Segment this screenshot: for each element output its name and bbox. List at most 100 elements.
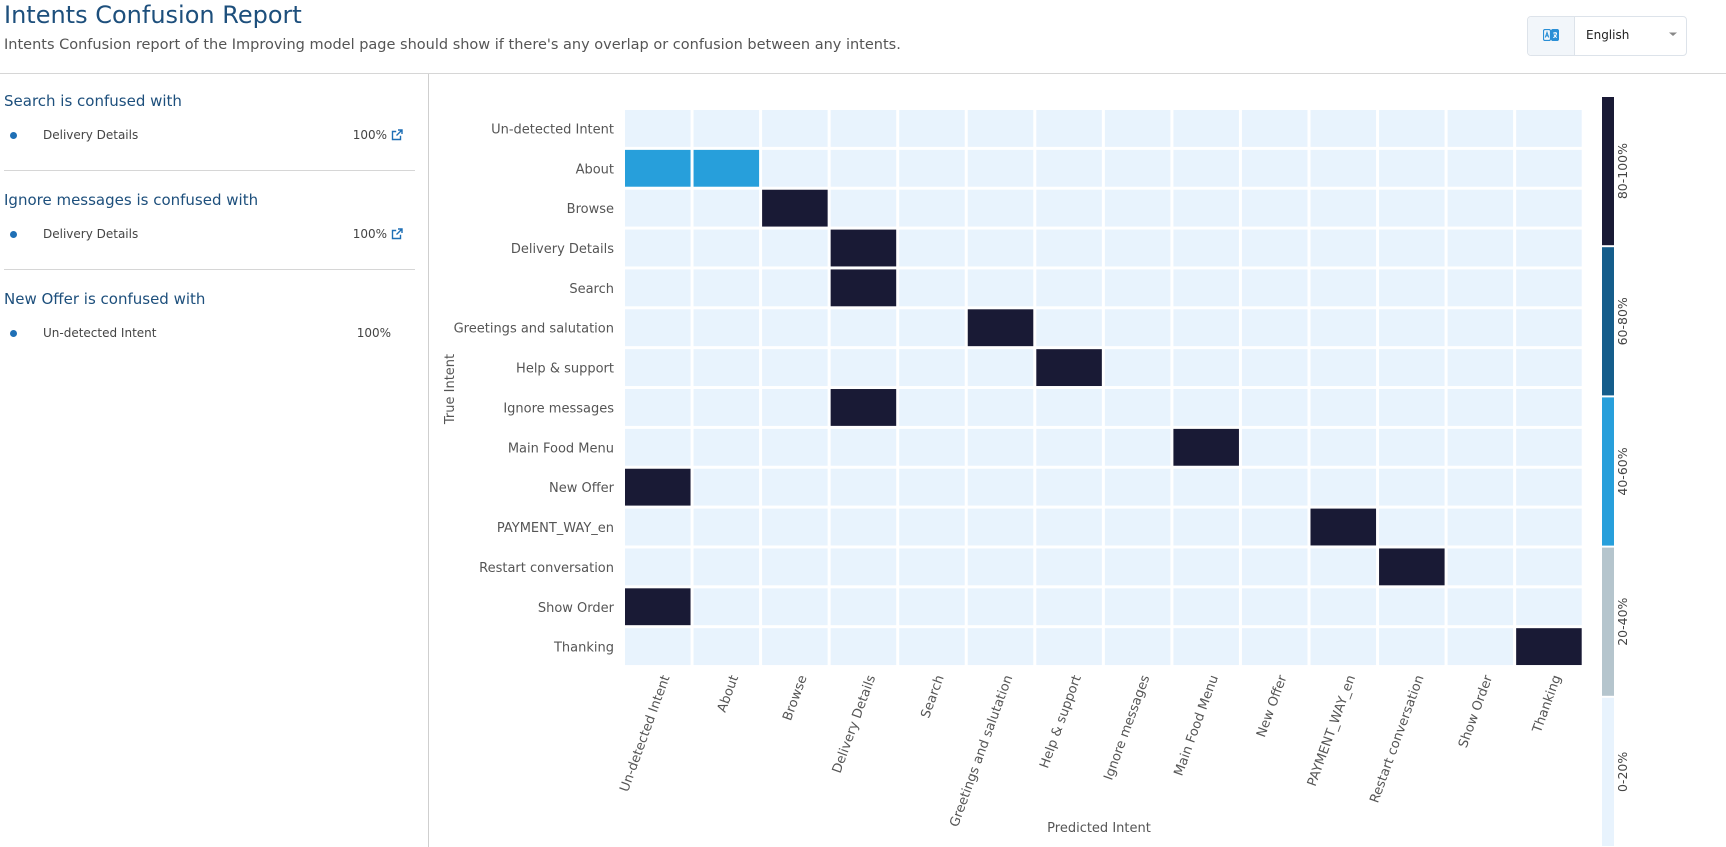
heatmap-cell[interactable] xyxy=(1516,269,1582,307)
heatmap-cell[interactable] xyxy=(1241,110,1308,147)
heatmap-cell[interactable] xyxy=(967,428,1034,466)
heatmap-cell[interactable] xyxy=(693,508,760,546)
heatmap-cell[interactable] xyxy=(1241,428,1308,466)
heatmap-cell[interactable] xyxy=(1036,189,1102,227)
heatmap-cell[interactable] xyxy=(1036,349,1102,387)
heatmap-cell[interactable] xyxy=(1036,548,1102,586)
heatmap-cell[interactable] xyxy=(693,588,760,626)
heatmap-cell[interactable] xyxy=(1173,309,1239,347)
heatmap-cell[interactable] xyxy=(1241,269,1308,307)
heatmap-cell[interactable] xyxy=(693,349,760,387)
heatmap-cell[interactable] xyxy=(1447,269,1514,307)
heatmap-cell[interactable] xyxy=(967,628,1034,666)
heatmap-cell[interactable] xyxy=(625,588,691,626)
heatmap-cell[interactable] xyxy=(1516,149,1582,187)
heatmap-cell[interactable] xyxy=(1173,548,1239,586)
heatmap-cell[interactable] xyxy=(830,189,897,227)
heatmap-cell[interactable] xyxy=(1173,189,1239,227)
heatmap-cell[interactable] xyxy=(1241,149,1308,187)
heatmap-cell[interactable] xyxy=(1036,428,1102,466)
heatmap-cell[interactable] xyxy=(1036,229,1102,267)
heatmap-cell[interactable] xyxy=(1310,389,1377,426)
heatmap-cell[interactable] xyxy=(1310,189,1377,227)
heatmap-cell[interactable] xyxy=(899,389,965,426)
heatmap-cell[interactable] xyxy=(1447,389,1514,426)
heatmap-cell[interactable] xyxy=(1036,389,1102,426)
heatmap-cell[interactable] xyxy=(1036,110,1102,147)
heatmap-cell[interactable] xyxy=(1379,628,1445,666)
heatmap-cell[interactable] xyxy=(899,468,965,506)
heatmap-cell[interactable] xyxy=(1241,349,1308,387)
heatmap-cell[interactable] xyxy=(625,389,691,426)
heatmap-cell[interactable] xyxy=(1036,149,1102,187)
heatmap-cell[interactable] xyxy=(830,149,897,187)
heatmap-cell[interactable] xyxy=(899,428,965,466)
heatmap-cell[interactable] xyxy=(1173,428,1239,466)
heatmap-cell[interactable] xyxy=(1104,548,1171,586)
heatmap-cell[interactable] xyxy=(625,309,691,347)
heatmap-cell[interactable] xyxy=(1241,548,1308,586)
heatmap-cell[interactable] xyxy=(762,110,828,147)
heatmap-cell[interactable] xyxy=(693,189,760,227)
heatmap-cell[interactable] xyxy=(1379,110,1445,147)
heatmap-cell[interactable] xyxy=(1516,309,1582,347)
heatmap-cell[interactable] xyxy=(899,229,965,267)
heatmap-cell[interactable] xyxy=(762,548,828,586)
heatmap-cell[interactable] xyxy=(1241,189,1308,227)
heatmap-cell[interactable] xyxy=(1310,468,1377,506)
heatmap-cell[interactable] xyxy=(762,309,828,347)
heatmap-cell[interactable] xyxy=(1379,309,1445,347)
heatmap-cell[interactable] xyxy=(1173,269,1239,307)
heatmap-cell[interactable] xyxy=(693,389,760,426)
heatmap-cell[interactable] xyxy=(693,309,760,347)
heatmap-cell[interactable] xyxy=(1379,229,1445,267)
heatmap-cell[interactable] xyxy=(1241,309,1308,347)
heatmap-cell[interactable] xyxy=(830,548,897,586)
heatmap-cell[interactable] xyxy=(1447,508,1514,546)
heatmap-cell[interactable] xyxy=(1173,229,1239,267)
heatmap-cell[interactable] xyxy=(1104,309,1171,347)
heatmap-cell[interactable] xyxy=(967,269,1034,307)
heatmap-cell[interactable] xyxy=(1310,110,1377,147)
language-select[interactable]: English xyxy=(1527,16,1687,56)
heatmap-cell[interactable] xyxy=(1173,149,1239,187)
heatmap-cell[interactable] xyxy=(830,269,897,307)
heatmap-cell[interactable] xyxy=(625,349,691,387)
heatmap-cell[interactable] xyxy=(1310,229,1377,267)
heatmap-cell[interactable] xyxy=(1104,110,1171,147)
heatmap-cell[interactable] xyxy=(830,468,897,506)
heatmap-cell[interactable] xyxy=(830,229,897,267)
heatmap-cell[interactable] xyxy=(1173,468,1239,506)
heatmap-cell[interactable] xyxy=(762,428,828,466)
heatmap-cell[interactable] xyxy=(1447,189,1514,227)
heatmap-cell[interactable] xyxy=(830,389,897,426)
heatmap-cell[interactable] xyxy=(899,269,965,307)
heatmap-cell[interactable] xyxy=(1516,110,1582,147)
heatmap-cell[interactable] xyxy=(762,389,828,426)
heatmap-cell[interactable] xyxy=(1310,548,1377,586)
heatmap-cell[interactable] xyxy=(1447,468,1514,506)
heatmap-cell[interactable] xyxy=(1379,468,1445,506)
heatmap-cell[interactable] xyxy=(1173,508,1239,546)
heatmap-cell[interactable] xyxy=(1241,628,1308,666)
heatmap-cell[interactable] xyxy=(967,149,1034,187)
heatmap-cell[interactable] xyxy=(1379,149,1445,187)
heatmap-cell[interactable] xyxy=(762,468,828,506)
heatmap-cell[interactable] xyxy=(693,428,760,466)
heatmap-cell[interactable] xyxy=(899,628,965,666)
external-link-icon[interactable] xyxy=(391,228,403,240)
heatmap-cell[interactable] xyxy=(1516,548,1582,586)
heatmap-cell[interactable] xyxy=(1516,349,1582,387)
heatmap-cell[interactable] xyxy=(1379,548,1445,586)
heatmap-cell[interactable] xyxy=(625,149,691,187)
heatmap-cell[interactable] xyxy=(762,229,828,267)
heatmap-cell[interactable] xyxy=(762,508,828,546)
heatmap-cell[interactable] xyxy=(1310,149,1377,187)
heatmap-cell[interactable] xyxy=(1241,508,1308,546)
heatmap-cell[interactable] xyxy=(625,229,691,267)
heatmap-cell[interactable] xyxy=(625,428,691,466)
heatmap-cell[interactable] xyxy=(762,628,828,666)
heatmap-cell[interactable] xyxy=(1447,309,1514,347)
heatmap-cell[interactable] xyxy=(1447,110,1514,147)
heatmap-cell[interactable] xyxy=(1516,389,1582,426)
